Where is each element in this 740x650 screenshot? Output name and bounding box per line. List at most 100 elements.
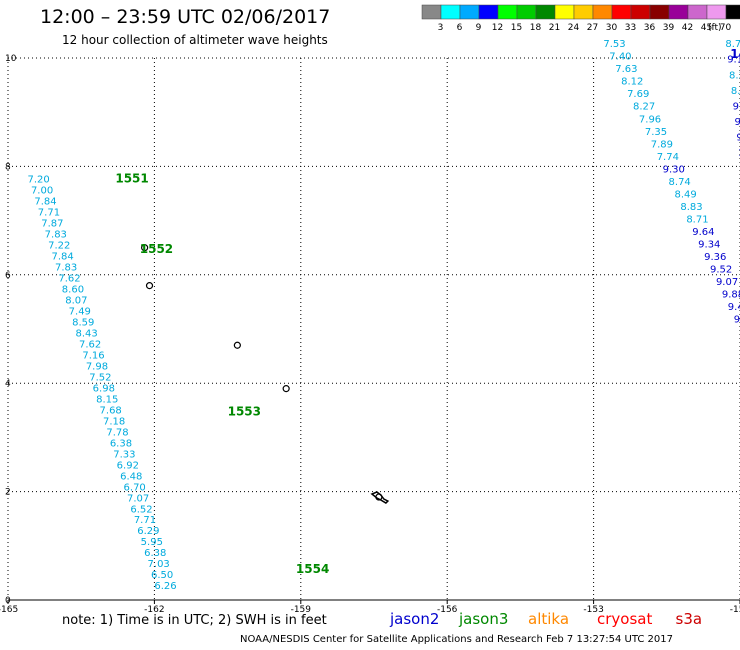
pass-labels: 155115521553155414581459150 <box>115 47 740 576</box>
y-tick-label: 0 <box>5 596 11 606</box>
wave-height-value: 7.71 <box>134 515 156 526</box>
wave-height-value: 8.27 <box>633 102 655 113</box>
wave-height-value: 7.98 <box>86 361 108 372</box>
legend-label: 24 <box>568 23 580 33</box>
legend-swatch <box>459 4 480 20</box>
wave-height-value: 7.84 <box>34 197 56 208</box>
legend-label: 3 <box>438 23 444 33</box>
wave-height-value: 9.64 <box>692 227 714 238</box>
legend-swatch <box>611 4 632 20</box>
map-subtitle: 12 hour collection of altimeter wave hei… <box>62 33 328 47</box>
legend-swatch <box>630 4 651 20</box>
wave-height-value: 8.36 <box>729 70 740 81</box>
wave-height-value: 8.60 <box>62 285 84 296</box>
wave-height-value: 8.74 <box>669 177 691 188</box>
wave-height-value: 7.18 <box>103 416 125 427</box>
legend-swatch <box>535 4 556 20</box>
wave-height-value: 7.74 <box>657 152 679 163</box>
wave-height-value: 8.07 <box>65 296 87 307</box>
wave-height-value: 7.83 <box>45 230 67 241</box>
wave-height-value: 6.92 <box>117 460 139 471</box>
legend-swatch <box>554 4 575 20</box>
pass-label: 1458 <box>730 47 740 61</box>
wave-height-value: 9.48 <box>728 302 740 313</box>
legend-swatch <box>573 4 594 20</box>
wave-height-value: 9.88 <box>722 290 740 301</box>
legend-swatch <box>440 4 461 20</box>
legend-label: 45 <box>701 23 712 33</box>
wave-height-value: 9.18 <box>727 55 740 66</box>
footer-note: note: 1) Time is in UTC; 2) SWH is in fe… <box>62 613 327 628</box>
x-tick-label: -156 <box>437 605 458 615</box>
wave-height-value: 7.52 <box>89 372 111 383</box>
color-legend: 3 6 9 12 15 18 21 24 27 30 33 36 39 42 45 70(ft) <box>421 4 740 33</box>
wave-height-value: 9.5 <box>733 101 740 112</box>
legend-label: 9 <box>476 23 482 33</box>
satellite-jason3: jason3 <box>459 610 509 628</box>
wave-height-value: 6.70 <box>124 482 146 493</box>
y-tick-label: 4 <box>5 379 11 389</box>
wave-height-value: 8.12 <box>621 77 643 88</box>
y-tick-label: 8 <box>5 162 11 172</box>
wave-height-value: 8.71 <box>686 214 708 225</box>
wave-height-value: 7.22 <box>48 241 70 252</box>
y-tick-label: 2 <box>5 488 11 498</box>
wave-height-value: 6.29 <box>137 526 159 537</box>
legend-label: 12 <box>492 23 503 33</box>
wave-height-value: 7.62 <box>79 339 101 350</box>
wave-height-value: 9.34 <box>698 239 720 250</box>
legend-label: 27 <box>587 23 598 33</box>
wave-height-value: 8.73 <box>731 86 740 97</box>
wave-height-value: 7.62 <box>58 274 80 285</box>
wave-height-value: 7.03 <box>148 559 170 570</box>
wave-height-value: 7.33 <box>113 449 135 460</box>
legend-label: 6 <box>457 23 463 33</box>
x-tick-label: -165 <box>0 605 18 615</box>
x-tick-label: -153 <box>583 605 603 615</box>
legend-label: 15 <box>511 23 522 33</box>
wave-height-value: 7.40 <box>609 52 631 63</box>
y-tick-label: 6 <box>5 271 11 281</box>
pass-label: 1551 <box>115 172 148 186</box>
pass-label: 1553 <box>228 405 261 419</box>
wave-height-value: 7.84 <box>52 252 74 263</box>
wave-height-value: 8.49 <box>674 189 696 200</box>
map-title: 12:00 – 23:59 UTC 02/06/2017 <box>40 6 331 28</box>
wave-height-value: 6.38 <box>110 438 132 449</box>
legend-swatch <box>497 4 518 20</box>
legend-swatch <box>668 4 689 20</box>
x-tick-label: -162 <box>144 605 164 615</box>
satellite-s3a: s3a <box>675 610 703 628</box>
wave-height-value: 9.07 <box>716 277 738 288</box>
map-grid <box>7 57 740 601</box>
wave-height-value: 9.36 <box>704 252 726 263</box>
wave-height-value: 7.69 <box>627 89 649 100</box>
wave-height-value: 8.83 <box>680 202 702 213</box>
wave-height-value: 6.50 <box>151 570 173 581</box>
wave-height-value: 7.63 <box>615 64 637 75</box>
island-b <box>145 282 154 290</box>
legend-label: 70 <box>720 23 732 33</box>
wave-height-value: 10.4 <box>738 148 740 159</box>
map-axes: -165 -162 -159 -156 -153 -150 0 2 4 6 8 10 <box>0 54 740 615</box>
wave-height-value: 9.52 <box>710 264 732 275</box>
wave-height-value: 7.89 <box>651 139 673 150</box>
island-a <box>141 244 149 252</box>
x-tick-label: -159 <box>291 605 312 615</box>
legend-swatch <box>649 4 670 20</box>
legend-label: 39 <box>663 23 675 33</box>
wave-height-value: 7.71 <box>38 208 60 219</box>
legend-label: 33 <box>625 23 636 33</box>
wave-height-value: 7.68 <box>100 405 122 416</box>
legend-label: 30 <box>606 23 618 33</box>
wave-height-value: 9.30 <box>663 164 685 175</box>
x-tick-label: -150 <box>730 605 740 615</box>
legend-swatch <box>478 4 499 20</box>
wave-height-value: 7.16 <box>82 350 104 361</box>
pass-label: 1554 <box>296 562 329 576</box>
wave-height-value: 6.48 <box>120 471 142 482</box>
wave-height-value: 7.87 <box>41 219 63 230</box>
wave-height-value: 8.43 <box>76 328 98 339</box>
wave-height-value: 5.95 <box>141 537 163 548</box>
wave-height-value: 8.59 <box>72 317 94 328</box>
